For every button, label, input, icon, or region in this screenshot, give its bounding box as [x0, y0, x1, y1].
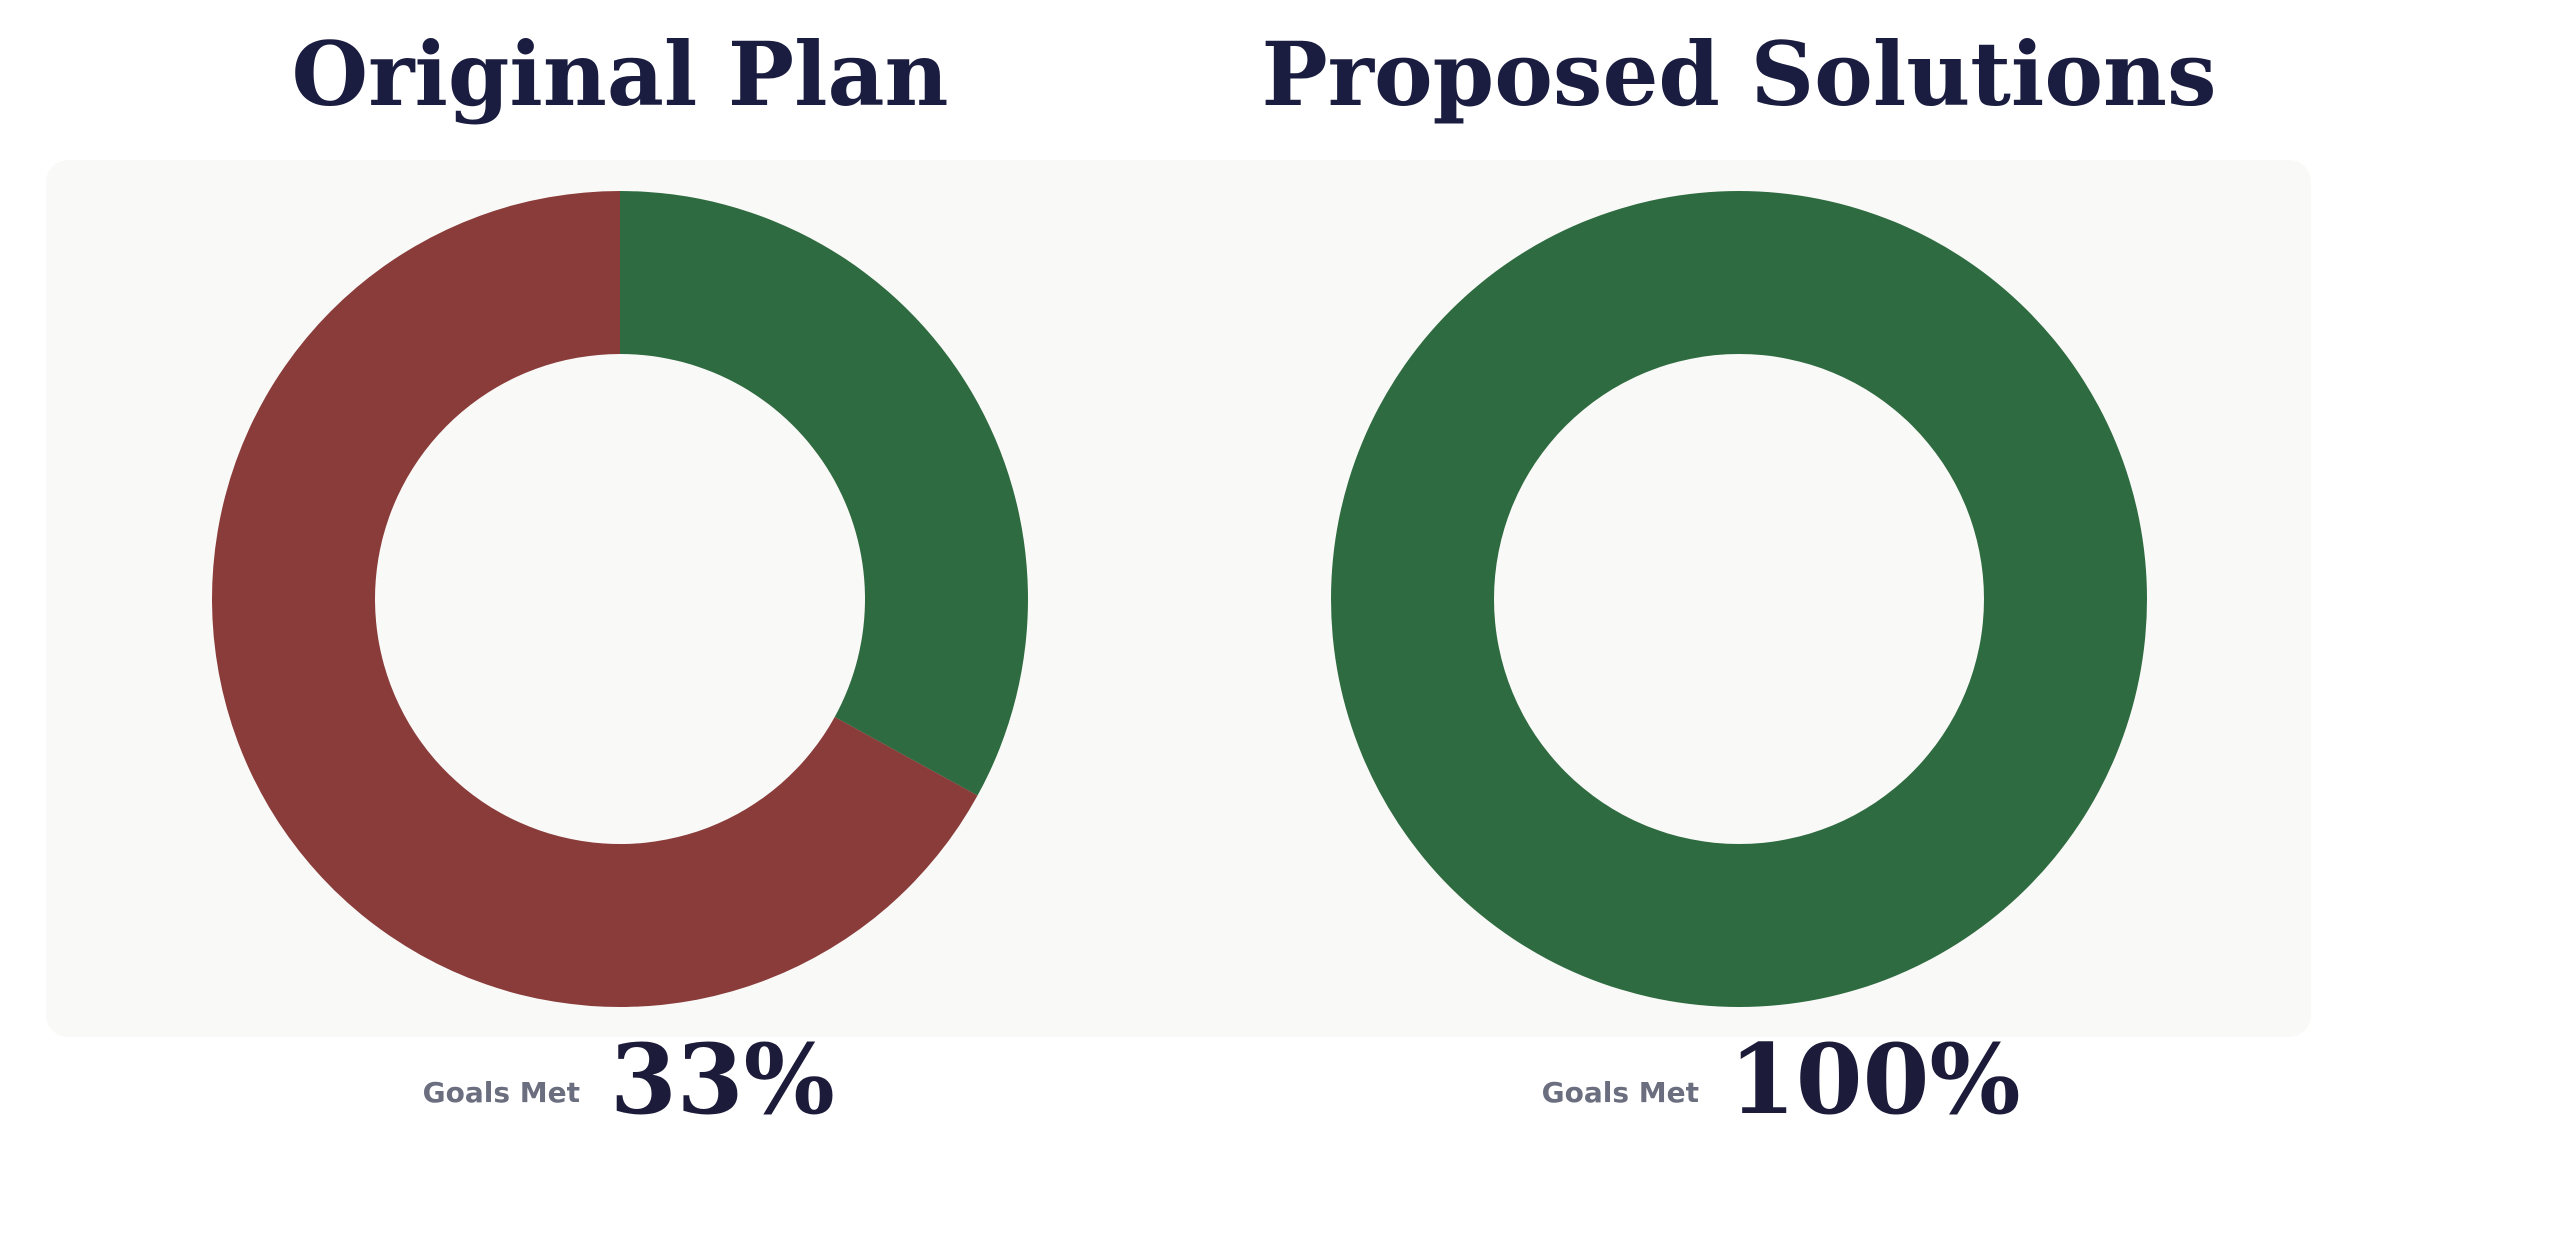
chart-title: Proposed Solutions	[1261, 22, 2216, 126]
goal-label: Goals Met	[1542, 1076, 1699, 1109]
goal-label: Goals Met	[423, 1076, 580, 1109]
donut-slice	[620, 191, 1028, 796]
goal-value: 100%	[1729, 1023, 2021, 1136]
goal-value: 33%	[610, 1023, 835, 1136]
chart-panel	[46, 160, 2311, 1037]
donut-slice	[1331, 191, 2147, 1007]
chart-title: Original Plan	[291, 22, 948, 126]
donut-slice	[212, 191, 978, 1008]
